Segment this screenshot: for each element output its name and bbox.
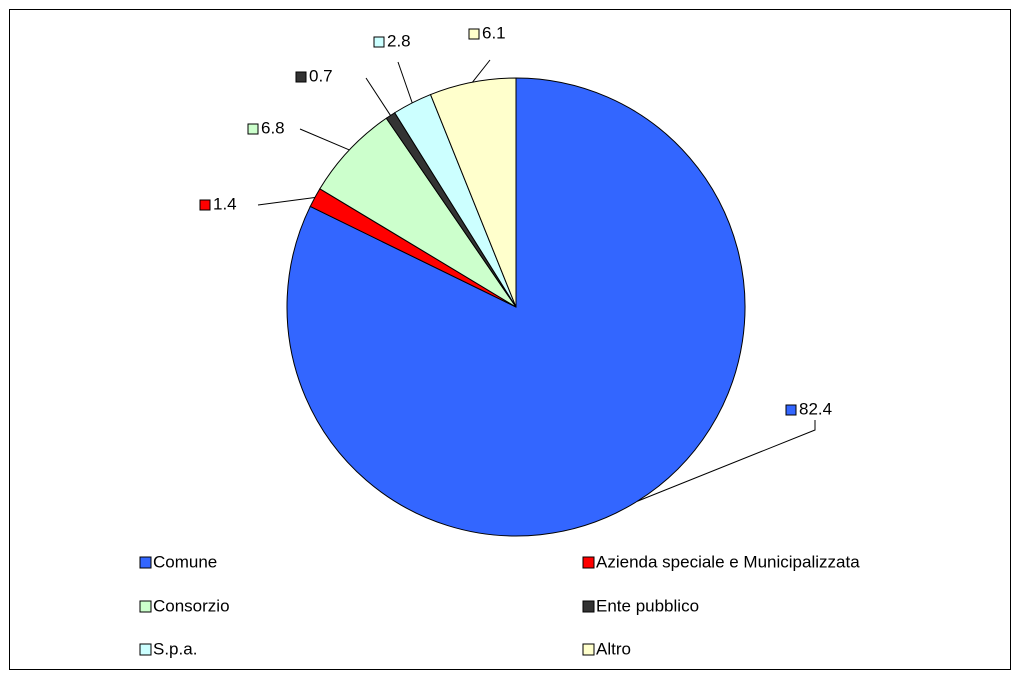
legend-swatch	[139, 556, 152, 569]
legend-swatch	[139, 600, 152, 613]
leader-line	[472, 59, 491, 83]
data-label: 1.4	[213, 194, 237, 213]
label-swatch	[199, 199, 211, 211]
leader-line	[299, 128, 350, 151]
legend-label: S.p.a.	[153, 639, 197, 658]
label-swatch	[468, 28, 480, 40]
pie-slice	[429, 77, 517, 308]
leader-line	[637, 420, 816, 502]
legend-swatch	[582, 556, 595, 569]
legend-label: Altro	[596, 639, 631, 658]
legend-label: Comune	[153, 552, 217, 571]
legend-swatch	[582, 643, 595, 656]
data-label: 0.7	[309, 66, 333, 85]
leader-line	[257, 197, 315, 206]
data-label: 6.1	[482, 23, 506, 42]
legend-swatch	[582, 600, 595, 613]
legend-label: Consorzio	[153, 596, 230, 615]
label-swatch	[373, 36, 385, 48]
label-swatch	[295, 71, 307, 83]
legend-swatch	[139, 643, 152, 656]
data-label: 2.8	[387, 31, 411, 50]
label-swatch	[247, 123, 259, 135]
legend-label: Azienda speciale e Municipalizzata	[596, 552, 860, 571]
data-label: 82.4	[799, 399, 832, 418]
leader-line	[365, 77, 391, 116]
label-swatch	[785, 404, 797, 416]
leader-line	[397, 61, 413, 104]
legend-label: Ente pubblico	[596, 596, 699, 615]
data-label: 6.8	[261, 118, 285, 137]
